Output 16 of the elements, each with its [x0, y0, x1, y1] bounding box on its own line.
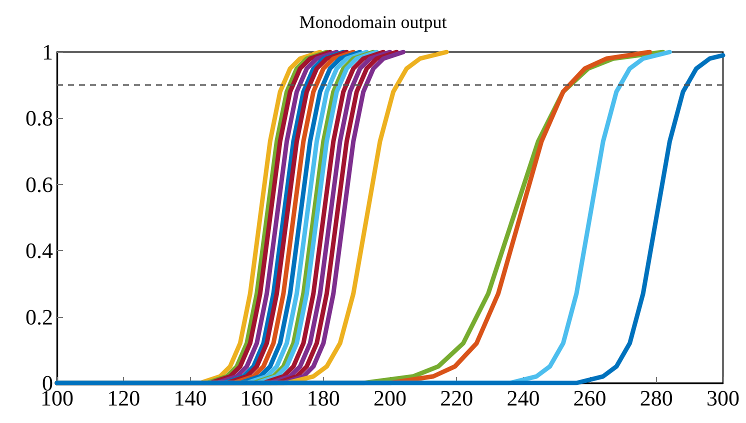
x-tick-label: 200: [374, 386, 406, 410]
x-tick-label: 240: [506, 386, 540, 410]
x-tick-label: 180: [306, 386, 340, 410]
y-tick-label: 0.2: [26, 304, 53, 330]
y-tick-label: 0.4: [26, 238, 53, 264]
y-tick-label: 0.6: [26, 172, 53, 197]
x-tick-label: 220: [440, 386, 474, 410]
x-tick-label: 160: [240, 386, 274, 410]
x-tick-label: 300: [706, 386, 740, 410]
x-tick-label: 280: [640, 386, 673, 410]
x-tick-label: 260: [573, 386, 606, 410]
x-tick-label: 140: [174, 386, 207, 410]
chart-title: Monodomain output: [299, 12, 447, 32]
y-tick-label: 0.8: [26, 106, 53, 131]
y-tick-label: 1: [42, 40, 53, 64]
x-tick-label: 120: [107, 386, 140, 410]
